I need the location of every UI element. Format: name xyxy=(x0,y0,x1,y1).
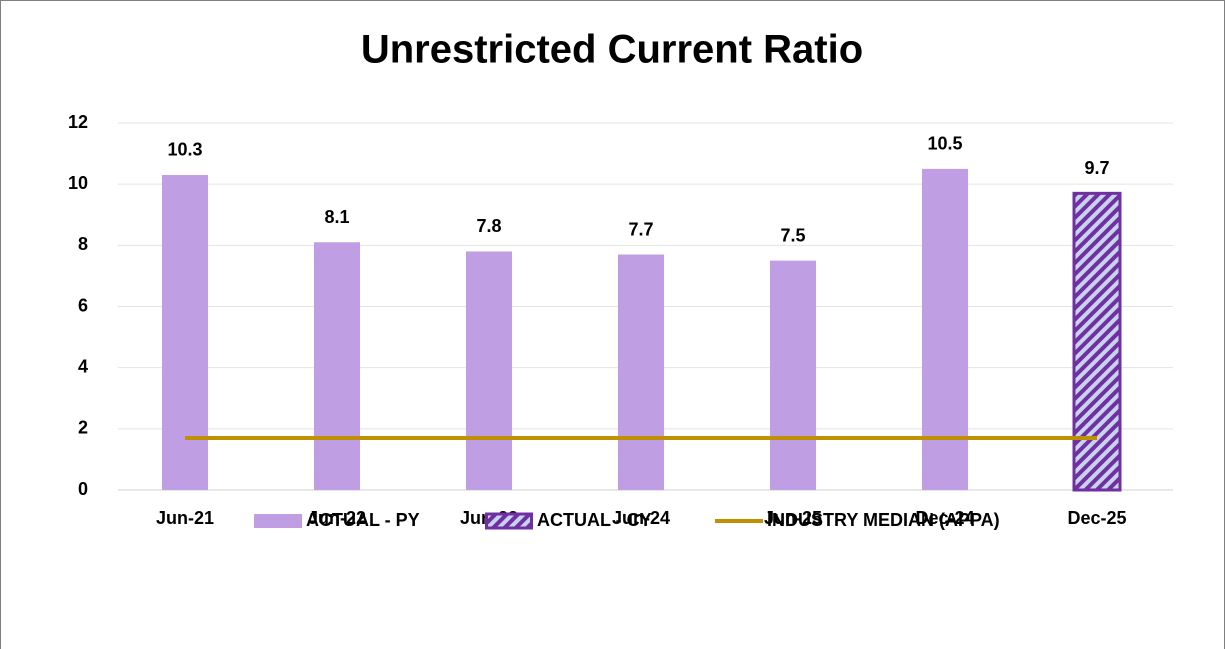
x-tick-label: Jun-24 xyxy=(612,508,670,528)
x-tick-label: Dec-24 xyxy=(915,508,974,528)
x-tick-label: Jun-21 xyxy=(156,508,214,528)
x-tick-label: Jun-22 xyxy=(308,508,366,528)
chart-title: Unrestricted Current Ratio xyxy=(361,28,863,72)
legend-swatch xyxy=(254,514,302,528)
bar xyxy=(618,254,664,490)
data-label: 10.3 xyxy=(167,140,202,160)
y-tick-label: 10 xyxy=(68,173,88,193)
legend-swatch xyxy=(485,512,533,530)
legend-label: ACTUAL - PY xyxy=(306,510,420,530)
data-label: 8.1 xyxy=(324,207,349,227)
bar xyxy=(770,260,816,490)
bar xyxy=(1072,191,1122,492)
y-tick-label: 4 xyxy=(78,356,88,376)
y-tick-label: 6 xyxy=(78,295,88,315)
bar xyxy=(162,174,208,490)
data-label: 7.7 xyxy=(628,219,653,239)
legend-label: INDUSTRY MEDIAN (APPA) xyxy=(767,510,1000,530)
y-tick-label: 8 xyxy=(78,234,88,254)
data-label: 7.8 xyxy=(476,216,501,236)
y-tick-label: 12 xyxy=(68,112,88,132)
data-label: 10.5 xyxy=(927,134,962,154)
data-label: 7.5 xyxy=(780,225,805,245)
bar xyxy=(466,251,512,490)
y-tick-label: 0 xyxy=(78,479,88,499)
bar xyxy=(314,242,360,490)
y-tick-label: 2 xyxy=(78,418,88,438)
x-tick-label: Dec-25 xyxy=(1067,508,1126,528)
x-tick-label: Jun-25 xyxy=(764,508,822,528)
legend-label: ACTUAL - CY xyxy=(537,510,652,530)
bar xyxy=(922,168,968,490)
data-label: 9.7 xyxy=(1084,158,1109,178)
